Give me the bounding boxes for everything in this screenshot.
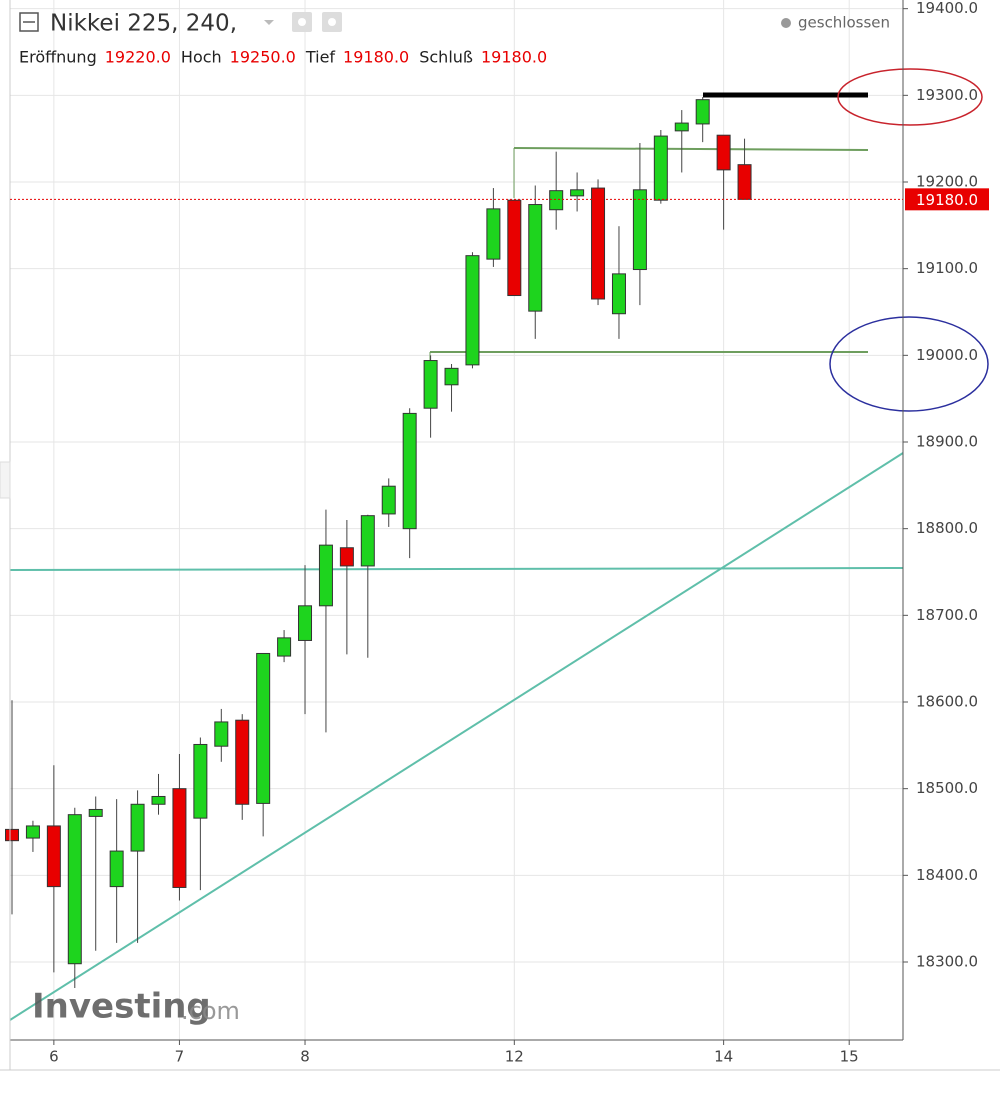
- candle-body: [46, 825, 61, 888]
- candle-body: [172, 788, 187, 888]
- candle-body: [151, 795, 166, 805]
- y-tick-label: 19200.0: [916, 173, 978, 191]
- level-line: [513, 147, 869, 151]
- legend-label: Eröffnung: [19, 48, 97, 67]
- status: geschlossen: [798, 14, 890, 32]
- candle-body: [360, 515, 375, 567]
- status-dot: [781, 18, 791, 28]
- highlight-ellipse: [837, 68, 983, 126]
- candle-body: [674, 122, 689, 132]
- candle-body: [402, 412, 417, 530]
- candle-body: [339, 547, 354, 567]
- candle-body: [5, 828, 19, 842]
- eye-icon: [298, 18, 306, 26]
- legend-value: 19180.0: [343, 48, 409, 67]
- trend-line: [9, 452, 904, 1021]
- support-line: [9, 567, 904, 571]
- candle-body: [88, 808, 103, 817]
- legend-label: Hoch: [181, 48, 222, 67]
- last-price-label: 19180.0: [916, 191, 978, 209]
- candle-body: [298, 605, 313, 641]
- candle-body: [193, 743, 208, 819]
- candle-body: [25, 825, 40, 839]
- candle-body: [381, 485, 396, 515]
- candle-body: [256, 652, 271, 804]
- candle-body: [318, 544, 333, 607]
- candle-body: [570, 189, 585, 197]
- y-tick-label: 19300.0: [916, 86, 978, 104]
- side-tab[interactable]: [0, 461, 11, 499]
- candle-body: [549, 190, 564, 211]
- candle-body: [214, 721, 229, 747]
- y-tick-label: 18900.0: [916, 433, 978, 451]
- y-tick-label: 18600.0: [916, 693, 978, 711]
- y-tick-label: 19100.0: [916, 259, 978, 277]
- watermark-suffix: .com: [181, 997, 240, 1025]
- x-tick-label: 8: [300, 1048, 310, 1066]
- y-tick-label: 18800.0: [916, 519, 978, 537]
- candle-body: [277, 637, 292, 657]
- x-tick-label: 6: [49, 1048, 59, 1066]
- y-tick-label: 19400.0: [916, 0, 978, 17]
- candle-body: [235, 719, 250, 805]
- legend-value: 19180.0: [481, 48, 547, 67]
- highlight-ellipse: [829, 316, 989, 412]
- axis-labels: 18300.0 18400.0 18500.0 18600.0 18700.0 18800…: [10, 0, 989, 1066]
- settings-icon: [328, 18, 336, 26]
- dropdown-icon[interactable]: [264, 20, 274, 25]
- x-tick-label: 14: [714, 1048, 733, 1066]
- y-tick-label: 19000.0: [916, 346, 978, 364]
- legend: Eröffnung 19220.0 Hoch 19250.0 Tief 19180.0 Sc…: [19, 48, 547, 67]
- x-tick-label: 15: [840, 1048, 859, 1066]
- watermark: Investing: [32, 987, 211, 1027]
- candle-body: [67, 814, 82, 965]
- candle-body: [423, 360, 438, 409]
- candle-body: [465, 255, 480, 366]
- candles: [5, 97, 752, 988]
- y-tick-label: 18500.0: [916, 779, 978, 797]
- legend-value: 19220.0: [105, 48, 171, 67]
- candle-body: [109, 850, 124, 888]
- legend-label: Tief: [305, 48, 336, 67]
- candle-body: [130, 803, 145, 852]
- last-price-badge: [905, 188, 989, 211]
- legend-value: 19250.0: [230, 48, 296, 67]
- candle-body: [591, 187, 606, 300]
- candle-body: [695, 99, 710, 125]
- candle-body: [737, 164, 752, 200]
- candle-body: [486, 208, 501, 260]
- x-tick-label: 7: [175, 1048, 185, 1066]
- collapse-icon[interactable]: [19, 12, 39, 32]
- candle-body: [611, 273, 626, 315]
- candle-body: [716, 134, 731, 171]
- candle-body: [528, 204, 543, 312]
- candle-body: [507, 199, 522, 297]
- y-tick-label: 18400.0: [916, 866, 978, 884]
- x-tick-label: 12: [505, 1048, 524, 1066]
- y-tick-label: 18300.0: [916, 953, 978, 971]
- candle-body: [632, 189, 647, 271]
- chart-title: Nikkei 225, 240,: [50, 11, 237, 37]
- candle-body: [444, 367, 459, 386]
- y-tick-label: 18700.0: [916, 606, 978, 624]
- legend-label: Schluß: [419, 48, 473, 67]
- candle-body: [653, 135, 668, 201]
